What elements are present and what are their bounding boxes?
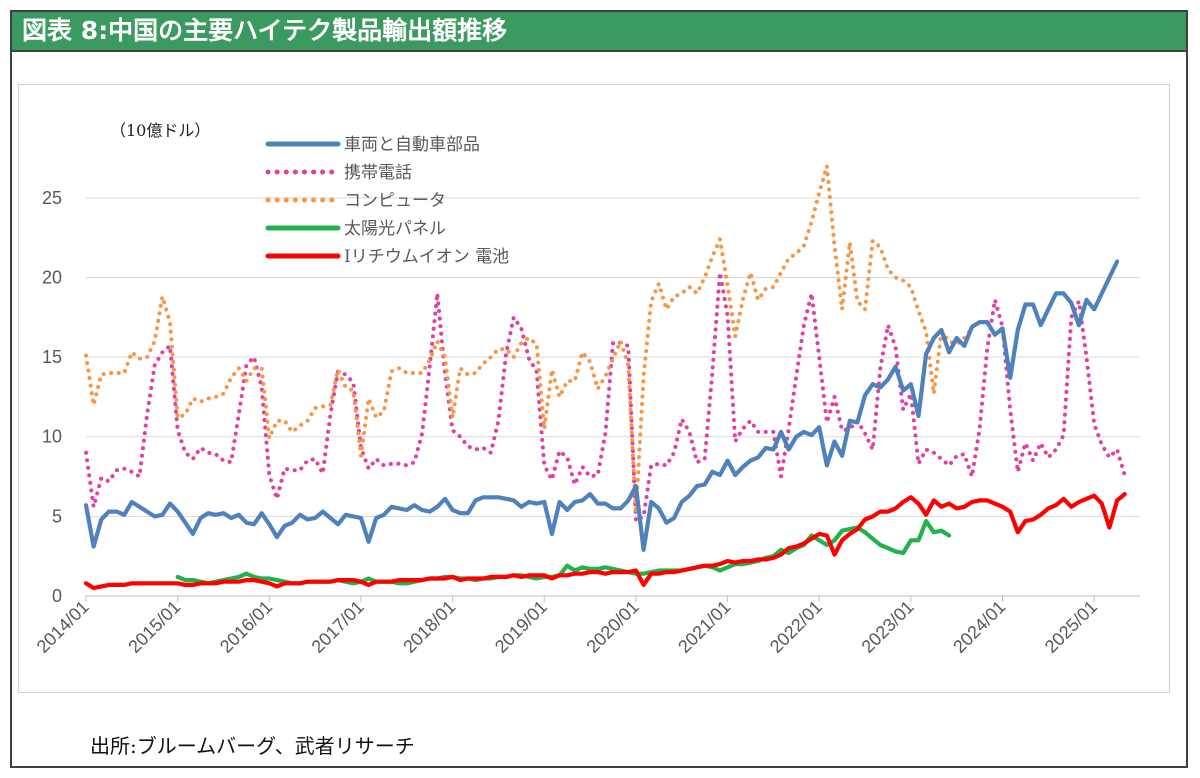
series-line xyxy=(84,270,1127,524)
y-axis-ticks: 0 5 10 15 20 25 xyxy=(42,188,62,606)
figure-title: 図表 8:中国の主要ハイテク製品輸出額推移 xyxy=(10,10,1188,52)
x-tick-label: 2019/01 xyxy=(491,597,551,657)
y-tick-label: 15 xyxy=(42,347,62,367)
y-tick-label: 5 xyxy=(52,506,62,526)
x-tick-label: 2015/01 xyxy=(124,597,184,657)
y-tick-label: 10 xyxy=(42,427,62,447)
x-tick-label: 2025/01 xyxy=(1041,597,1101,657)
x-tick-label: 2016/01 xyxy=(216,597,276,657)
legend-label: 携帯電話 xyxy=(344,163,412,183)
series-line xyxy=(83,259,1120,552)
legend-label: Iリチウムイオン 電池 xyxy=(344,247,509,267)
x-tick-label: 2023/01 xyxy=(858,597,918,657)
y-tick-label: 20 xyxy=(42,267,62,287)
y-tick-label: 0 xyxy=(52,586,62,606)
x-tick-label: 2014/01 xyxy=(33,597,93,657)
x-tick-label: 2022/01 xyxy=(766,597,826,657)
series-line xyxy=(84,164,974,516)
chart-area xyxy=(18,84,1170,693)
source-note: 出所:ブルームバーグ、武者リサーチ xyxy=(90,734,415,758)
gridlines xyxy=(86,197,1140,597)
y-tick-label: 25 xyxy=(42,188,62,208)
x-tick-label: 2018/01 xyxy=(399,597,459,657)
unit-label: （10億ドル） xyxy=(110,121,210,140)
series-lines xyxy=(83,164,1127,591)
x-tick-label: 2024/01 xyxy=(949,597,1009,657)
x-tick-label: 2017/01 xyxy=(308,597,368,657)
legend-label: コンピュータ xyxy=(344,191,446,211)
x-tick-label: 2020/01 xyxy=(583,597,643,657)
series-line xyxy=(83,492,1127,591)
legend-label: 車両と自動車部品 xyxy=(344,135,480,155)
x-axis-ticks: 2014/01 2015/01 2016/01 2017/01 2018/01 2019/… xyxy=(33,596,1101,657)
x-tick-label: 2021/01 xyxy=(674,597,734,657)
legend-label: 太陽光パネル xyxy=(344,219,446,239)
